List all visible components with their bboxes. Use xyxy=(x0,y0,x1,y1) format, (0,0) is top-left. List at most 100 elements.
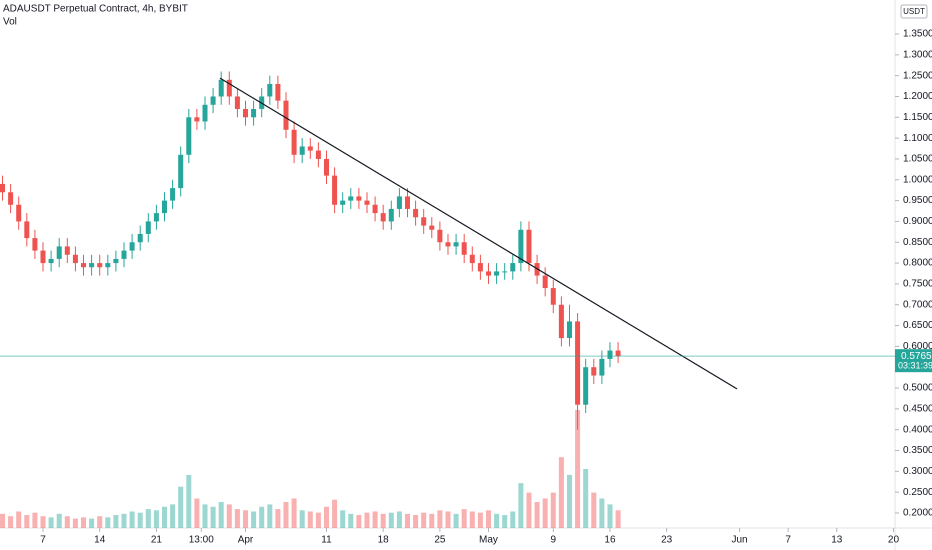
candle-body xyxy=(56,246,62,259)
volume-bar xyxy=(307,511,313,528)
volume-bar xyxy=(575,410,581,528)
volume-bar xyxy=(364,512,370,528)
candle-body xyxy=(251,108,257,118)
volume-bar xyxy=(615,510,621,528)
volume-bar xyxy=(48,517,54,528)
candle-body xyxy=(242,108,249,118)
currency-label[interactable]: USDT xyxy=(903,7,925,16)
candle-body xyxy=(607,350,613,359)
candle-body xyxy=(332,175,338,205)
volume-bar xyxy=(388,512,394,528)
volume-bar xyxy=(372,511,378,528)
y-tick-label: 0.5000 xyxy=(903,383,932,394)
candle-body xyxy=(234,96,240,109)
candle-body xyxy=(153,213,159,222)
candle-body xyxy=(510,263,516,272)
candle-body xyxy=(194,117,200,122)
y-tick-label: 0.8500 xyxy=(903,237,932,248)
volume-bar xyxy=(170,504,176,528)
candle-body xyxy=(202,104,208,122)
volume-bar xyxy=(186,474,192,528)
candle-body xyxy=(113,258,119,264)
volume-bar xyxy=(477,512,483,528)
volume-bar xyxy=(550,492,556,528)
volume-bar xyxy=(558,457,564,528)
volume-bar xyxy=(24,515,30,528)
volume-bar xyxy=(502,515,508,528)
volume-bar xyxy=(161,506,168,528)
x-tick-label: 21 xyxy=(151,535,163,546)
y-tick-label: 1.0000 xyxy=(903,174,932,185)
x-tick-label: 16 xyxy=(604,535,616,546)
volume-bar xyxy=(113,515,119,528)
volume-bar xyxy=(437,510,443,528)
volume-bar xyxy=(299,510,305,528)
candle-body xyxy=(89,263,95,268)
candle-body xyxy=(583,367,589,405)
candle-body xyxy=(40,250,46,264)
volume-bar xyxy=(566,474,572,528)
volume-bar xyxy=(40,516,46,528)
candle-body xyxy=(575,321,581,405)
candle-body xyxy=(542,275,548,289)
candle-body xyxy=(267,83,273,97)
y-tick-label: 1.0500 xyxy=(903,154,932,165)
volume-bar xyxy=(242,510,249,528)
volume-bar xyxy=(340,510,346,528)
y-tick-label: 1.2500 xyxy=(903,70,932,81)
volume-bar xyxy=(251,511,257,528)
volume-bar xyxy=(485,510,491,528)
volume-bar xyxy=(283,502,289,528)
candle-body xyxy=(0,183,6,193)
volume-bar xyxy=(0,513,6,528)
volume-bar xyxy=(583,469,589,528)
x-tick-label: 23 xyxy=(661,535,673,546)
y-tick-label: 0.3500 xyxy=(903,445,932,456)
candle-body xyxy=(599,358,605,376)
volume-bar xyxy=(518,483,524,528)
candle-body xyxy=(388,208,394,222)
candle-body xyxy=(97,263,103,268)
volume-bar xyxy=(97,516,103,528)
candle-body xyxy=(550,288,556,305)
x-tick-label: May xyxy=(479,535,498,546)
x-tick-label: 13:00 xyxy=(189,535,214,546)
currency-box[interactable] xyxy=(900,4,928,19)
volume-bar xyxy=(591,492,597,528)
candle-body xyxy=(356,196,362,201)
candle-body xyxy=(178,154,184,189)
volume-bar xyxy=(226,504,232,528)
volume-bar xyxy=(218,502,224,528)
price-label: 0.5765 xyxy=(901,351,932,362)
candle-body xyxy=(340,200,346,205)
volume-bar xyxy=(234,509,240,528)
candle-body xyxy=(396,196,402,209)
candle-body xyxy=(48,258,54,264)
volume-bar xyxy=(542,498,548,528)
candle-body xyxy=(72,254,78,264)
x-tick-label: 25 xyxy=(434,535,446,546)
volume-bar xyxy=(421,512,427,528)
y-tick-label: 0.6000 xyxy=(903,341,932,352)
y-tick-label: 0.4000 xyxy=(903,424,932,435)
volume-bar xyxy=(396,511,402,528)
volume-bar xyxy=(348,513,354,528)
candle-body xyxy=(518,229,524,264)
volume-bar xyxy=(526,492,532,528)
candle-body xyxy=(469,254,475,264)
volume-bar xyxy=(534,502,540,528)
candle-body xyxy=(591,367,597,376)
volume-bar xyxy=(194,498,200,528)
y-tick-label: 0.7000 xyxy=(903,299,932,310)
x-tick-label: 7 xyxy=(785,535,791,546)
volume-bar xyxy=(178,486,184,528)
candle-body xyxy=(80,263,87,268)
volume-bar xyxy=(105,517,111,528)
volume-bar xyxy=(429,513,435,528)
candle-body xyxy=(526,229,532,264)
candle-body xyxy=(453,242,459,247)
candle-body xyxy=(364,200,370,205)
volume-bar xyxy=(72,518,78,528)
